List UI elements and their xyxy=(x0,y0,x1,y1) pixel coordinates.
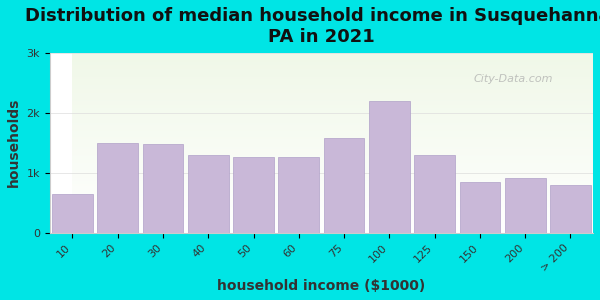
Bar xyxy=(324,138,364,233)
Title: Distribution of median household income in Susquehanna,
PA in 2021: Distribution of median household income … xyxy=(25,7,600,46)
Bar xyxy=(233,157,274,233)
Bar xyxy=(414,155,455,233)
Bar xyxy=(369,101,410,233)
Bar xyxy=(278,157,319,233)
Bar xyxy=(52,194,93,233)
Bar xyxy=(550,185,591,233)
Bar xyxy=(143,144,184,233)
Y-axis label: households: households xyxy=(7,98,21,188)
X-axis label: household income ($1000): household income ($1000) xyxy=(217,279,425,293)
Text: City-Data.com: City-Data.com xyxy=(473,74,553,84)
Bar xyxy=(97,143,138,233)
Bar xyxy=(505,178,545,233)
Bar xyxy=(188,155,229,233)
Bar xyxy=(460,182,500,233)
